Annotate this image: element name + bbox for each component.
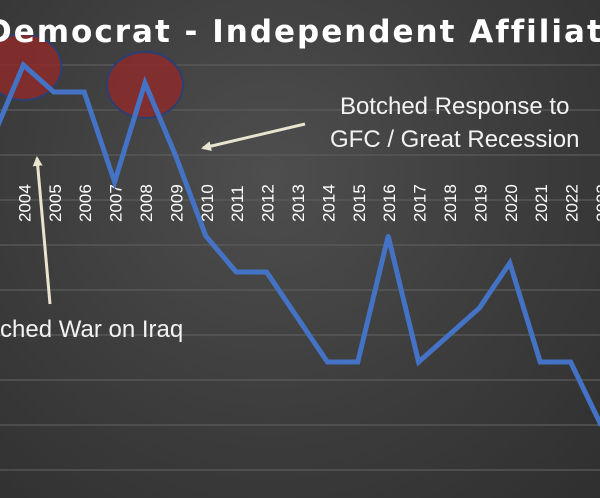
x-tick-label-2011: 2011 [228, 185, 247, 222]
annotation-arrows [32, 122, 306, 305]
annotation-gfc-line-2: GFC / Great Recession [330, 126, 580, 153]
x-tick-label-2022: 2022 [563, 184, 582, 222]
x-tick-label-2021: 2021 [532, 184, 551, 222]
chart-title: Democrat - Independent Affiliation [0, 14, 600, 50]
annotation-gfc: Botched Response to GFC / Great Recessio… [330, 90, 579, 156]
x-tick-label-2017: 2017 [411, 184, 430, 222]
data-point-2004 [21, 63, 26, 67]
arrow-to-2008 [201, 122, 306, 152]
x-tick-label-2007: 2007 [107, 184, 126, 222]
x-tick-label-2018: 2018 [441, 184, 460, 222]
gridlines [0, 64, 600, 471]
annotation-iraq-line-1: Botched War on Iraq [0, 316, 184, 343]
data-point-2006 [82, 90, 87, 94]
data-point-2011 [234, 270, 239, 274]
data-point-2009 [173, 153, 178, 157]
data-point-2014 [325, 360, 330, 364]
x-tick-label-2008: 2008 [137, 184, 156, 222]
x-tick-label-2016: 2016 [380, 184, 399, 222]
x-tick-label-2006: 2006 [76, 184, 95, 222]
x-tick-label-2012: 2012 [259, 184, 278, 222]
data-point-2016 [386, 234, 391, 238]
data-point-2010 [203, 234, 208, 238]
data-point-2020 [507, 261, 512, 265]
data-point-2005 [51, 90, 56, 94]
data-point-2007 [112, 180, 117, 184]
x-tick-label-2005: 2005 [46, 184, 65, 222]
data-point-2008 [143, 81, 147, 85]
x-tick-label-2015: 2015 [350, 184, 369, 222]
x-tick-label-2010: 2010 [198, 184, 217, 222]
annotation-iraq: Botched War on Iraq [0, 313, 183, 346]
x-tick-labels: 2003 2004 2005 2006 2007 2008 2009 2010 2011 2012… [0, 184, 600, 222]
x-tick-label-2013: 2013 [289, 184, 308, 222]
data-point-2012 [264, 270, 269, 274]
data-point-2018 [447, 333, 451, 337]
x-tick-label-2020: 2020 [502, 184, 521, 222]
data-point-2017 [416, 360, 421, 364]
arrow-to-2004 [32, 156, 52, 305]
x-tick-label-2009: 2009 [167, 184, 186, 222]
data-point-2013 [295, 315, 299, 319]
x-tick-label-2014: 2014 [319, 184, 338, 222]
data-point-2022 [568, 360, 573, 364]
data-point-2019 [477, 306, 482, 310]
x-tick-label-2023: 2023 [593, 184, 600, 222]
data-point-2021 [538, 360, 543, 364]
x-tick-label-2019: 2019 [471, 184, 490, 222]
annotation-gfc-line-1: Botched Response to [339, 93, 570, 120]
x-tick-label-2003: 2003 [0, 184, 4, 222]
series-line-layer [0, 60, 600, 427]
data-point-2015 [355, 360, 360, 364]
x-tick-label-2004: 2004 [15, 184, 34, 222]
